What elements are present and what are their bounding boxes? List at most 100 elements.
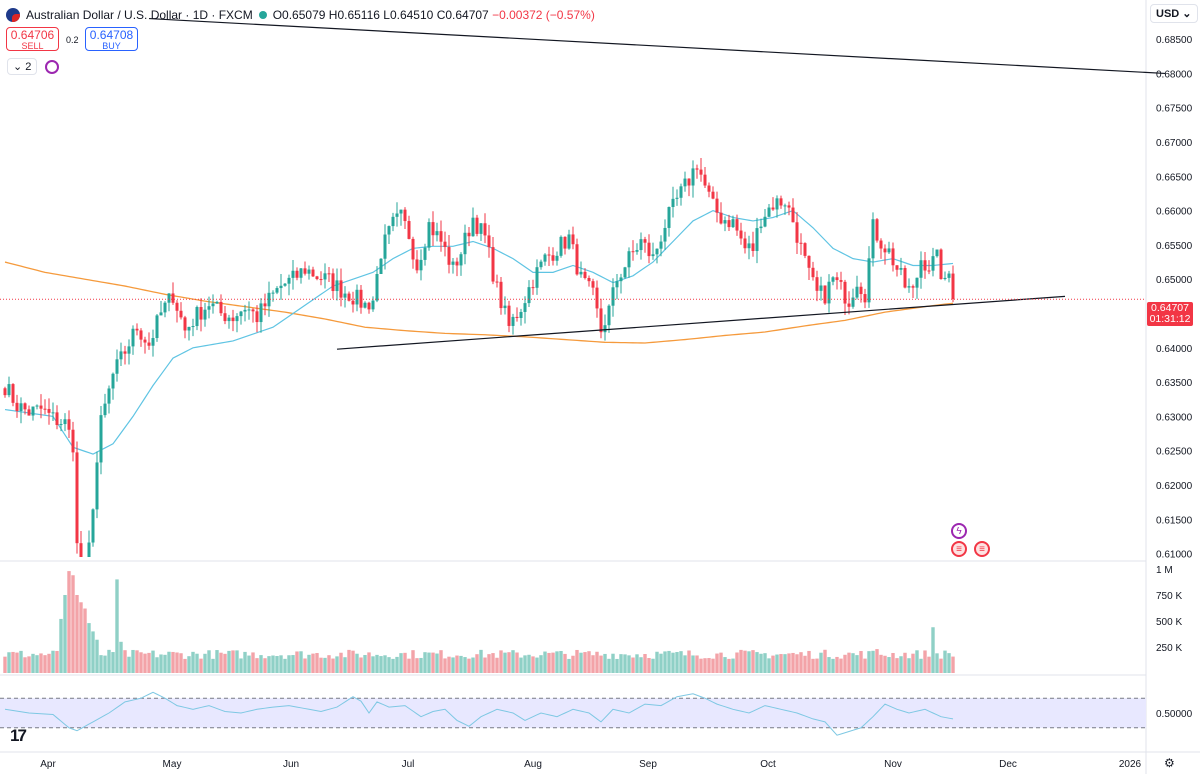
volume-bar xyxy=(119,641,123,673)
volume-bar xyxy=(207,650,211,673)
volume-bar xyxy=(531,656,535,673)
volume-bar xyxy=(83,608,87,673)
candle xyxy=(691,168,695,186)
candle xyxy=(415,259,419,271)
candle xyxy=(87,542,91,557)
volume-bar xyxy=(191,651,195,673)
candle xyxy=(811,267,815,278)
volume-bar xyxy=(935,653,939,673)
us-event-flag-icon[interactable]: ≡ xyxy=(951,541,967,557)
volume-bar xyxy=(323,657,327,673)
gear-icon[interactable]: ⚙ xyxy=(1164,756,1175,770)
volume-bar xyxy=(435,653,439,673)
volume-bar xyxy=(163,654,167,673)
candle xyxy=(383,234,387,259)
candle xyxy=(715,198,719,213)
candle xyxy=(43,408,47,410)
volume-bar xyxy=(95,639,99,673)
volume-bar xyxy=(631,657,635,673)
candle xyxy=(463,232,467,255)
volume-bar xyxy=(831,658,835,673)
volume-bar xyxy=(695,655,699,673)
volume-bar xyxy=(943,650,947,673)
candle xyxy=(283,283,287,286)
volume-bar xyxy=(59,618,63,673)
volume-bar xyxy=(51,650,55,673)
candle xyxy=(179,310,183,318)
candle xyxy=(467,232,471,237)
volume-bar xyxy=(643,654,647,673)
candle xyxy=(51,412,55,414)
volume-bar xyxy=(715,653,719,673)
volume-bar xyxy=(27,656,31,673)
candle xyxy=(535,267,539,288)
candle xyxy=(7,384,11,396)
candle xyxy=(107,388,111,404)
candle xyxy=(315,276,319,280)
candle xyxy=(915,277,919,288)
lightning-event-icon[interactable]: ϟ xyxy=(951,523,967,539)
buy-button[interactable]: 0.64708 BUY xyxy=(85,27,138,51)
volume-bar xyxy=(71,575,75,673)
indicators-collapse-button[interactable]: ⌄ 2 xyxy=(7,58,38,75)
candle xyxy=(223,313,227,322)
trendlines[interactable] xyxy=(0,17,1166,350)
volume-bar xyxy=(291,655,295,673)
volume-bar xyxy=(931,627,935,673)
candle xyxy=(595,287,599,309)
volume-bar xyxy=(359,657,363,673)
volume-bar xyxy=(663,651,667,673)
candle xyxy=(75,452,79,544)
candle xyxy=(843,281,847,304)
volume-bar xyxy=(483,657,487,673)
spread-value: 0.2 xyxy=(66,35,79,45)
candle xyxy=(219,301,223,314)
volume-bar xyxy=(659,653,663,673)
volume-bar xyxy=(15,652,19,673)
candle xyxy=(79,543,83,557)
candle xyxy=(891,248,895,266)
candle xyxy=(859,286,863,295)
volume-bar xyxy=(767,658,771,673)
time-tick-label: Aug xyxy=(524,759,542,770)
volume-bar xyxy=(775,654,779,673)
candle xyxy=(759,226,763,229)
candle xyxy=(495,281,499,283)
volume-bar xyxy=(379,656,383,673)
candle xyxy=(379,258,383,274)
volume-bar xyxy=(543,651,547,673)
price-tick-label: 0.68500 xyxy=(1156,35,1193,46)
volume-bar xyxy=(871,650,875,673)
refresh-icon[interactable] xyxy=(45,60,59,74)
candle xyxy=(227,317,231,322)
currency-selector[interactable]: USD ⌄ xyxy=(1150,4,1198,23)
volume-bar xyxy=(167,651,171,673)
candle xyxy=(571,234,575,245)
us-event-flag-icon[interactable]: ≡ xyxy=(974,541,990,557)
candle xyxy=(699,169,703,175)
volume-bar xyxy=(795,654,799,673)
candle xyxy=(391,216,395,227)
symbol-title[interactable]: Australian Dollar / U.S. Dollar · 1D · F… xyxy=(26,8,253,22)
volume-bar xyxy=(587,651,591,673)
volume-bar xyxy=(123,650,127,673)
tradingview-logo-icon[interactable]: 17 xyxy=(10,726,27,745)
candle xyxy=(931,256,935,271)
volume-bar xyxy=(847,652,851,673)
volume-bar xyxy=(499,650,503,673)
volume-bar xyxy=(763,653,767,673)
candle xyxy=(847,303,851,307)
candle xyxy=(927,270,931,272)
candle xyxy=(611,287,615,306)
sell-button[interactable]: 0.64706 SELL xyxy=(6,27,59,51)
volume-bar xyxy=(927,656,931,673)
candle xyxy=(727,220,731,228)
volume-bar xyxy=(487,654,491,673)
candle xyxy=(735,219,739,231)
volume-bar xyxy=(303,658,307,673)
candle xyxy=(411,238,415,260)
volume-tick-label: 250 K xyxy=(1156,643,1182,654)
volume-bar xyxy=(459,655,463,673)
volume-bar xyxy=(903,652,907,673)
